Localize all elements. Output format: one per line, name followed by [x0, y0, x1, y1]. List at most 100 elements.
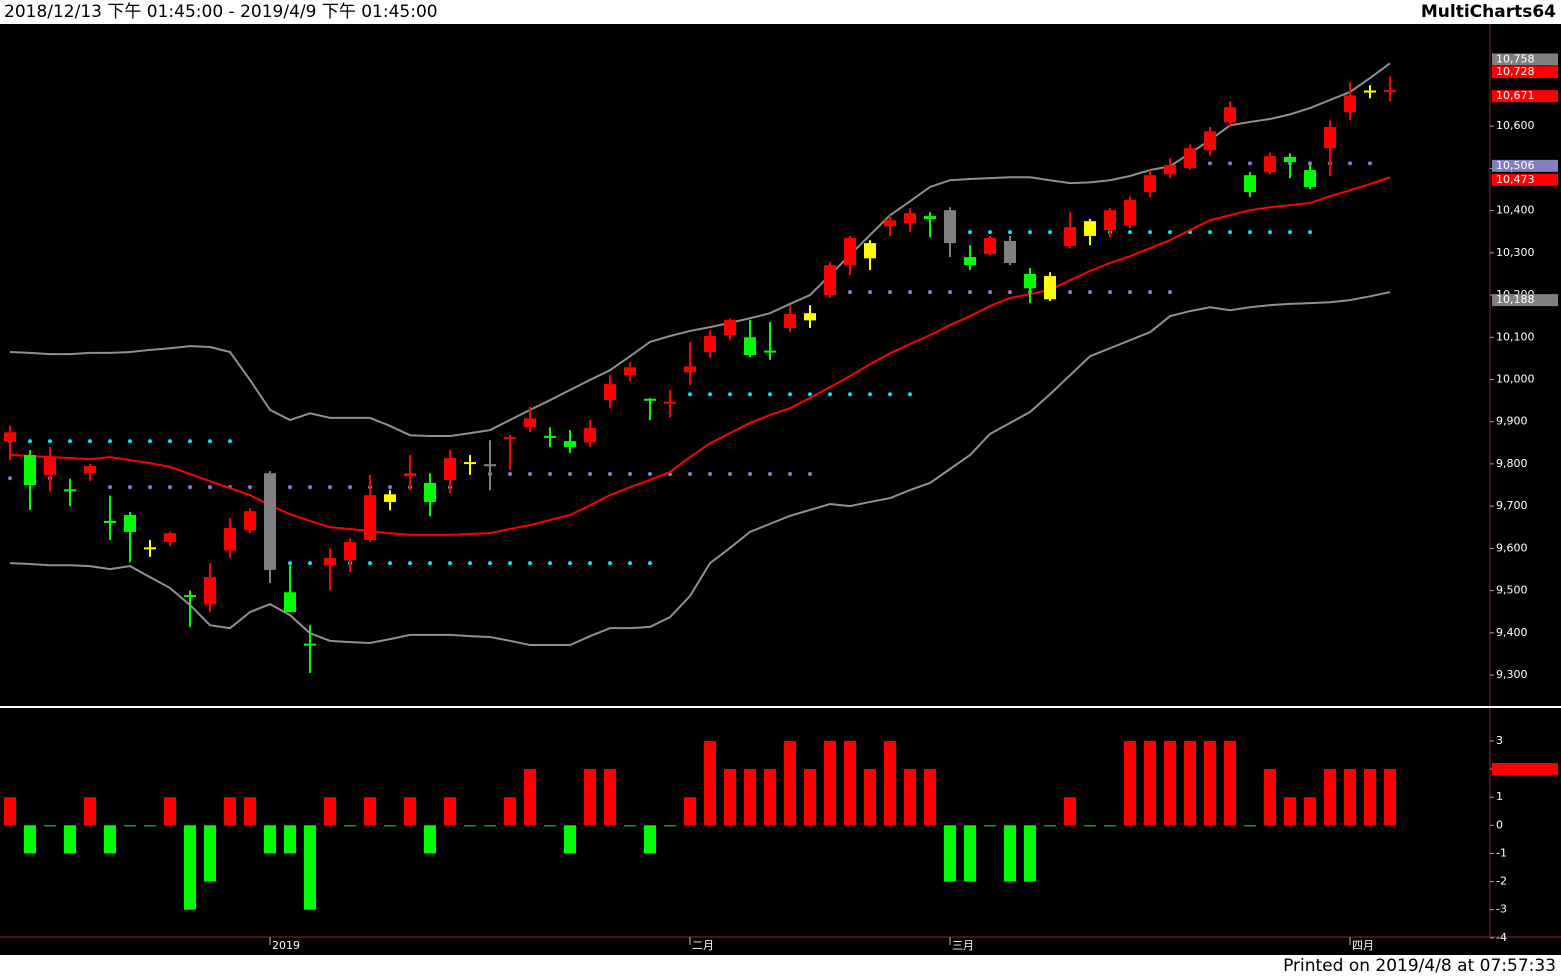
- candle-body: [124, 515, 136, 532]
- candle-body: [1004, 241, 1016, 263]
- bar: [1384, 769, 1396, 826]
- bar: [604, 769, 616, 826]
- y-tick-label: 9,600: [1496, 541, 1528, 554]
- candle-body: [464, 462, 476, 465]
- candle-body: [1164, 165, 1176, 175]
- y-tick-label: 10,300: [1496, 246, 1535, 259]
- y-tick-label: 9,900: [1496, 415, 1528, 428]
- candle-body: [64, 489, 76, 492]
- candle-body: [644, 398, 656, 401]
- bar: [784, 740, 796, 826]
- candle-body: [1024, 273, 1036, 289]
- bar: [64, 825, 76, 854]
- candle-body: [4, 432, 16, 442]
- candle-body: [964, 257, 976, 266]
- candle-body: [904, 213, 916, 224]
- candle-body: [144, 547, 156, 550]
- candle-body: [624, 367, 636, 376]
- y-tick-label: 9,400: [1496, 626, 1528, 639]
- price-tag-label: 10,758: [1496, 52, 1535, 65]
- bar: [1024, 825, 1036, 882]
- bar: [24, 825, 36, 854]
- candle-body: [504, 437, 516, 440]
- bar: [584, 769, 596, 826]
- y-tick-label: -4: [1496, 931, 1507, 944]
- price-tag: [1492, 53, 1558, 66]
- candle-body: [244, 511, 256, 531]
- price-tag: [1492, 90, 1558, 103]
- bar: [4, 797, 16, 826]
- candle-body: [724, 319, 736, 336]
- candle-body: [884, 220, 896, 227]
- bar: [1284, 797, 1296, 826]
- bar: [1104, 825, 1116, 827]
- candle-body: [1104, 210, 1116, 231]
- bar: [44, 825, 56, 827]
- bar: [744, 769, 756, 826]
- y-tick-label: 10,000: [1496, 372, 1535, 385]
- y-tick-label: 9,500: [1496, 584, 1528, 597]
- bar: [1364, 769, 1376, 826]
- candle-body: [1324, 127, 1336, 149]
- bar: [464, 825, 476, 827]
- bar: [264, 825, 276, 854]
- bar: [304, 825, 316, 910]
- bar: [804, 769, 816, 826]
- bar: [904, 769, 916, 826]
- bar: [184, 825, 196, 910]
- candle-body: [1044, 276, 1056, 300]
- candle-body: [1364, 90, 1376, 93]
- candle-body: [864, 243, 876, 259]
- candle-body: [784, 314, 796, 328]
- price-tag-label: 10,728: [1496, 65, 1535, 78]
- overlay-line: [9, 291, 1391, 647]
- candle-body: [1204, 131, 1216, 151]
- price-tag-label: 10,506: [1496, 159, 1535, 172]
- candle-body: [604, 384, 616, 401]
- candle-body: [824, 265, 836, 296]
- footer-text: Printed on 2019/4/8 at 07:57:33: [1283, 956, 1556, 976]
- bar: [764, 769, 776, 826]
- price-tag: [1492, 66, 1558, 79]
- y-tick-label: 9,300: [1496, 668, 1528, 681]
- candle-body: [384, 494, 396, 502]
- bar: [364, 797, 376, 826]
- price-tag-label: 10,671: [1496, 89, 1535, 102]
- price-tag: [1492, 159, 1558, 172]
- candle-body: [184, 595, 196, 598]
- y-tick-label: 3: [1496, 734, 1503, 747]
- candle-body: [484, 464, 496, 467]
- y-tick-label: 10,400: [1496, 204, 1535, 217]
- overlay-line: [9, 62, 1391, 438]
- candle-body: [24, 455, 36, 486]
- candle-body: [324, 558, 336, 566]
- bar: [924, 769, 936, 826]
- x-tick-label: 二月: [692, 939, 714, 952]
- candle-body: [1064, 227, 1076, 247]
- bar: [1204, 740, 1216, 826]
- candle-body: [1304, 170, 1316, 187]
- candle-body: [664, 401, 676, 404]
- candle-body: [1264, 156, 1276, 173]
- bar: [324, 797, 336, 826]
- candle-body: [84, 466, 96, 474]
- bar: [624, 825, 636, 827]
- bar: [704, 740, 716, 826]
- bar: [404, 797, 416, 826]
- bar: [1084, 825, 1096, 827]
- x-tick-label: 2019: [272, 939, 300, 952]
- bar: [1304, 797, 1316, 826]
- bar: [424, 825, 436, 854]
- overlay-line: [9, 176, 1391, 536]
- price-tag: [1492, 173, 1558, 186]
- bar: [984, 825, 996, 827]
- bar: [1244, 825, 1256, 827]
- y-tick-label: 9,700: [1496, 499, 1528, 512]
- y-tick-label: 10,100: [1496, 330, 1535, 343]
- y-tick-label: 1: [1496, 790, 1503, 803]
- y-tick-label: 9,800: [1496, 457, 1528, 470]
- candle-body: [344, 542, 356, 561]
- candle-body: [284, 592, 296, 613]
- bar: [864, 769, 876, 826]
- candle-body: [444, 458, 456, 480]
